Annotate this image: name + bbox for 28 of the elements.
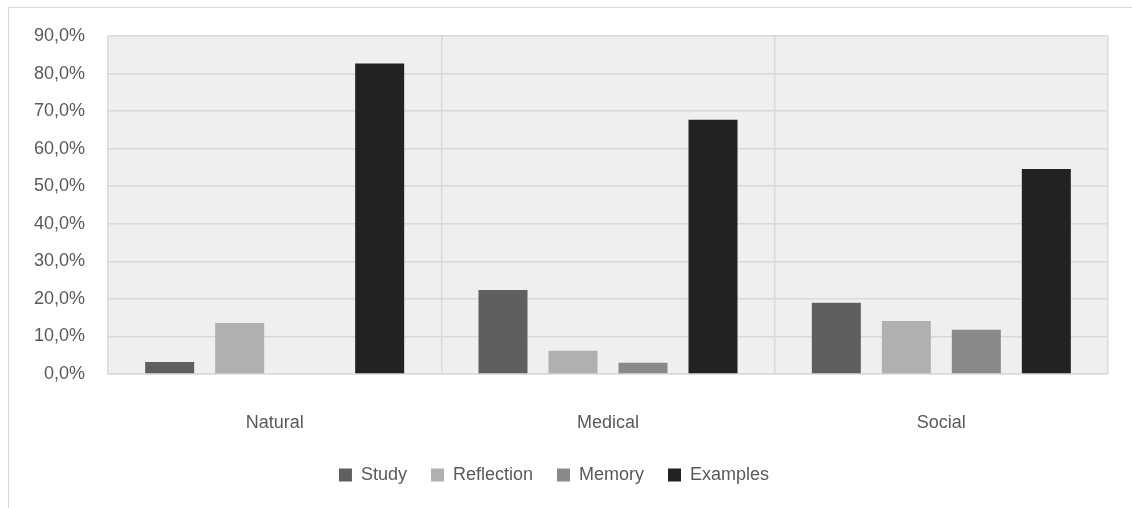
bar <box>1021 168 1071 374</box>
y-tick-label: 80,0% <box>33 62 85 83</box>
bar <box>355 63 405 374</box>
bar <box>145 361 195 374</box>
x-tick-label: Social <box>916 411 966 432</box>
y-tick-label: 30,0% <box>33 250 85 271</box>
y-tick-label: 50,0% <box>33 175 85 196</box>
bar <box>478 289 528 374</box>
legend-label: Reflection <box>452 463 534 484</box>
legend-label: Memory <box>579 463 645 484</box>
y-tick-label: 70,0% <box>33 100 85 121</box>
bar <box>618 362 668 374</box>
y-tick-label: 60,0% <box>33 137 85 158</box>
x-tick-label: Medical <box>576 411 640 432</box>
y-tick-label: 40,0% <box>33 212 85 233</box>
bar <box>548 350 598 374</box>
y-tick-label: 10,0% <box>33 325 85 346</box>
bar <box>881 321 931 374</box>
x-tick-label: Natural <box>245 411 304 432</box>
y-tick-label: 90,0% <box>33 24 85 45</box>
bar <box>951 329 1001 374</box>
bar <box>215 322 265 374</box>
y-tick-label: 0,0% <box>43 362 85 383</box>
legend-label: Study <box>360 463 407 484</box>
bar <box>811 302 861 374</box>
y-tick-label: 20,0% <box>33 287 85 308</box>
legend-label: Examples <box>690 463 770 484</box>
bar <box>688 119 738 374</box>
